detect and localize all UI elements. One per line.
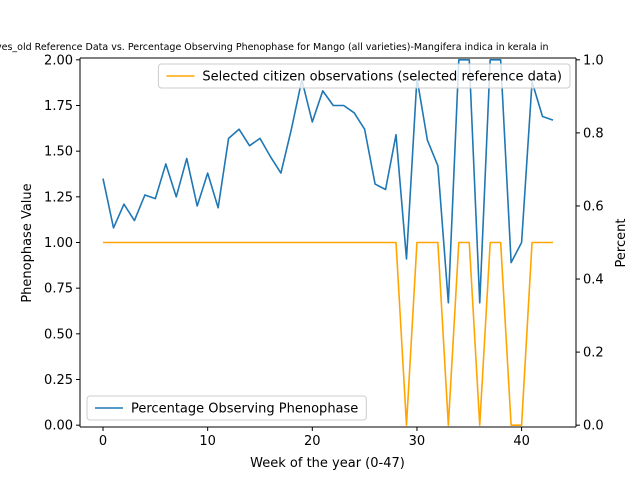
legend-label: Percentage Observing Phenophase	[131, 402, 358, 417]
legend-lower-left: Percentage Observing Phenophase	[86, 395, 367, 421]
y-left-tick-label: 1.75	[44, 99, 73, 114]
y-right-tick-label: 0.6	[583, 199, 604, 214]
y-left-tick-label: 0.75	[44, 282, 73, 297]
y-left-tick-label: 0.25	[44, 373, 73, 388]
y-right-tick-label: 0.8	[583, 126, 604, 141]
legend-label: Selected citizen observations (selected …	[202, 70, 562, 85]
legend-upper-right: Selected citizen observations (selected …	[157, 63, 571, 89]
series-line-orange	[103, 241, 553, 426]
y-left-tick-label: 1.00	[44, 236, 73, 251]
x-tick-label: 0	[99, 434, 107, 449]
y-right-tick-label: 0.4	[583, 273, 604, 288]
y-axis-left-label: Phenophase Value	[20, 183, 35, 302]
series-line-blue	[102, 59, 554, 304]
x-axis-label: Week of the year (0-47)	[250, 456, 405, 471]
x-tick-label: 30	[409, 434, 426, 449]
y-left-tick-label: 1.25	[44, 190, 73, 205]
y-left-tick-label: 1.50	[44, 145, 73, 160]
x-tick-label: 40	[513, 434, 530, 449]
y-right-tick-label: 1.0	[583, 53, 604, 68]
legend-box	[86, 395, 367, 421]
y-left-tick-label: 2.00	[44, 53, 73, 68]
x-tick-label: 20	[304, 434, 321, 449]
y-axis-right-label: Percent	[614, 219, 629, 268]
x-tick-label: 10	[199, 434, 216, 449]
y-right-tick-label: 0.0	[583, 419, 604, 434]
y-right-tick-label: 0.2	[583, 346, 604, 361]
chart-title: ves_old Reference Data vs. Percentage Ob…	[0, 42, 549, 53]
y-left-tick-label: 0.50	[44, 327, 73, 342]
y-left-tick-label: 0.00	[44, 419, 73, 434]
legend-box	[157, 63, 571, 89]
